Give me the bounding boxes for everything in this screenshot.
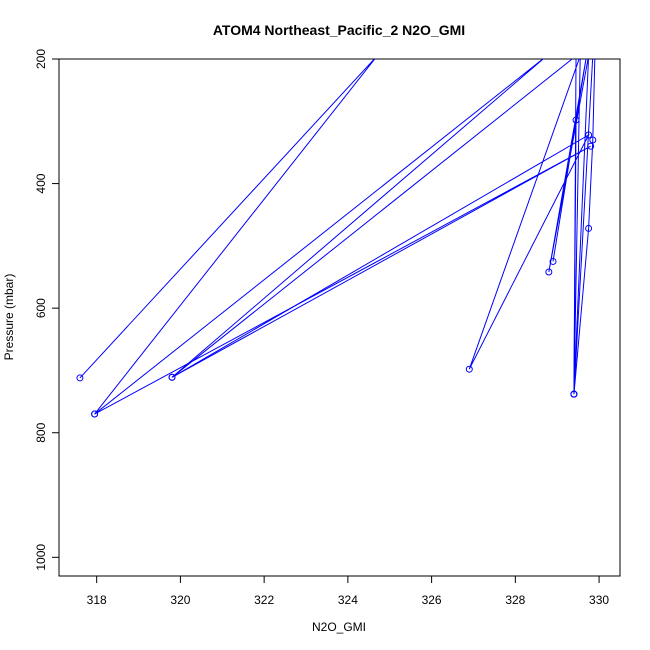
- y-axis-label: Pressure (mbar): [2, 274, 16, 361]
- series-line: [79, 59, 596, 415]
- data-point: [465, 365, 473, 373]
- x-tick-label: 330: [589, 593, 609, 607]
- data-point: [91, 410, 99, 418]
- x-tick-label: 322: [254, 593, 274, 607]
- y-axis: 200 400 600 800 1000: [34, 49, 59, 571]
- y-tick-label: 600: [34, 298, 48, 318]
- data-layer: [76, 59, 597, 418]
- y-tick-label: 1000: [34, 544, 48, 571]
- data-point: [570, 390, 578, 398]
- x-axis: 318 320 322 324 326 328 330: [87, 576, 609, 607]
- plot-frame: [58, 58, 621, 577]
- series-line: [94, 59, 594, 415]
- data-point: [587, 142, 595, 150]
- x-tick-label: 320: [170, 593, 190, 607]
- chart-title: ATOM4 Northeast_Pacific_2 N2O_GMI: [213, 22, 465, 38]
- data-point: [168, 373, 176, 381]
- data-point: [549, 257, 557, 265]
- x-tick-label: 318: [87, 593, 107, 607]
- data-point: [589, 136, 597, 144]
- x-tick-label: 328: [505, 593, 525, 607]
- data-point: [585, 224, 593, 232]
- x-axis-label: N2O_GMI: [312, 620, 366, 634]
- data-point: [545, 268, 553, 276]
- y-tick-label: 200: [34, 49, 48, 69]
- x-tick-label: 326: [422, 593, 442, 607]
- y-tick-label: 400: [34, 173, 48, 193]
- y-tick-label: 800: [34, 422, 48, 442]
- x-tick-label: 324: [338, 593, 358, 607]
- data-point: [76, 374, 84, 382]
